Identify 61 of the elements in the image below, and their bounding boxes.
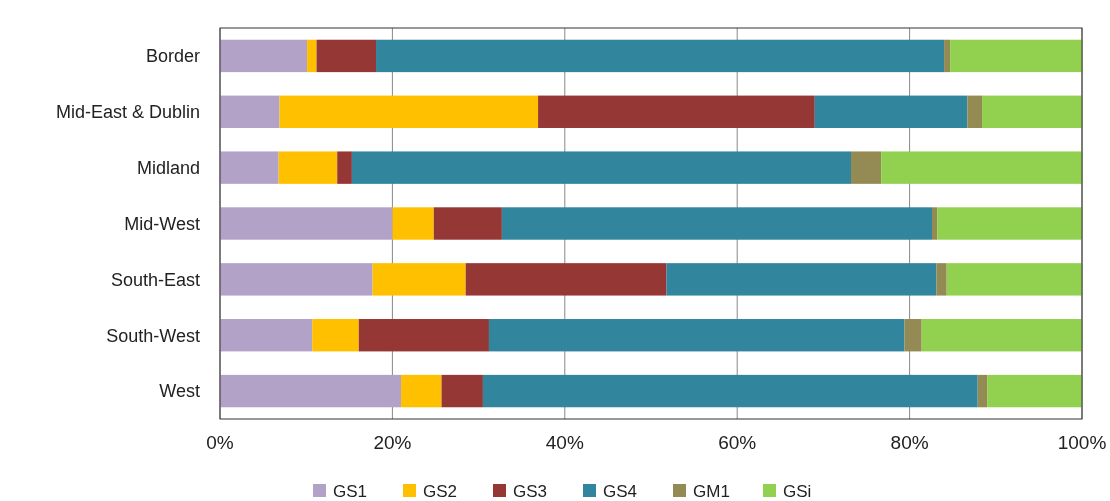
bar [307, 39, 317, 73]
bar [433, 207, 502, 240]
bar [337, 151, 352, 184]
x-tick-label: 80% [890, 432, 929, 453]
bar [987, 374, 1082, 408]
x-tick-label: 60% [718, 432, 757, 453]
bar [881, 151, 1082, 184]
legend-label: GS3 [513, 481, 548, 501]
bar [921, 319, 1082, 352]
y-tick-label: West [159, 381, 200, 402]
y-tick-label: South-East [110, 269, 200, 290]
bar [376, 39, 945, 73]
bar [278, 151, 338, 184]
bar [967, 95, 983, 128]
bar [465, 263, 667, 296]
legend-label: GS2 [423, 481, 458, 501]
bar [944, 39, 951, 73]
bar [279, 95, 539, 128]
bar [538, 95, 815, 128]
bar [372, 263, 466, 296]
bar [220, 95, 280, 128]
bar [932, 207, 938, 240]
bar [977, 374, 988, 408]
bar [401, 374, 442, 408]
bar [946, 263, 1082, 296]
legend-label: GS4 [603, 481, 638, 501]
y-tick-label: Midland [136, 157, 200, 178]
bar [316, 39, 377, 73]
legend-label: GSi [783, 481, 812, 501]
bar [220, 151, 279, 184]
bar [850, 151, 882, 184]
bar [982, 95, 1082, 128]
bar [358, 319, 489, 352]
x-tick-label: 40% [545, 432, 584, 453]
x-tick-label: 100% [1057, 432, 1107, 453]
y-tick-label: Mid-East & Dublin [55, 102, 200, 123]
bar [482, 374, 978, 408]
y-tick-label: Mid-West [124, 213, 200, 234]
bar [220, 39, 308, 73]
x-tick-label: 0% [206, 432, 234, 453]
bar [666, 263, 937, 296]
bar [937, 207, 1082, 240]
bar [392, 207, 434, 240]
bar [220, 207, 393, 240]
bar [904, 319, 922, 352]
bar [220, 374, 402, 408]
bar [351, 151, 851, 184]
legend-label: GS1 [333, 481, 368, 501]
bar [441, 374, 483, 408]
y-tick-label: South-West [106, 325, 200, 346]
x-tick-label: 20% [373, 432, 412, 453]
bar [950, 39, 1082, 73]
bar [936, 263, 947, 296]
bar [488, 319, 905, 352]
legend-label: GM1 [693, 481, 730, 501]
bar [220, 319, 313, 352]
bar [312, 319, 359, 352]
y-tick-label: Border [145, 46, 200, 67]
bar [220, 263, 373, 296]
bar [501, 207, 933, 240]
bar [814, 95, 968, 128]
